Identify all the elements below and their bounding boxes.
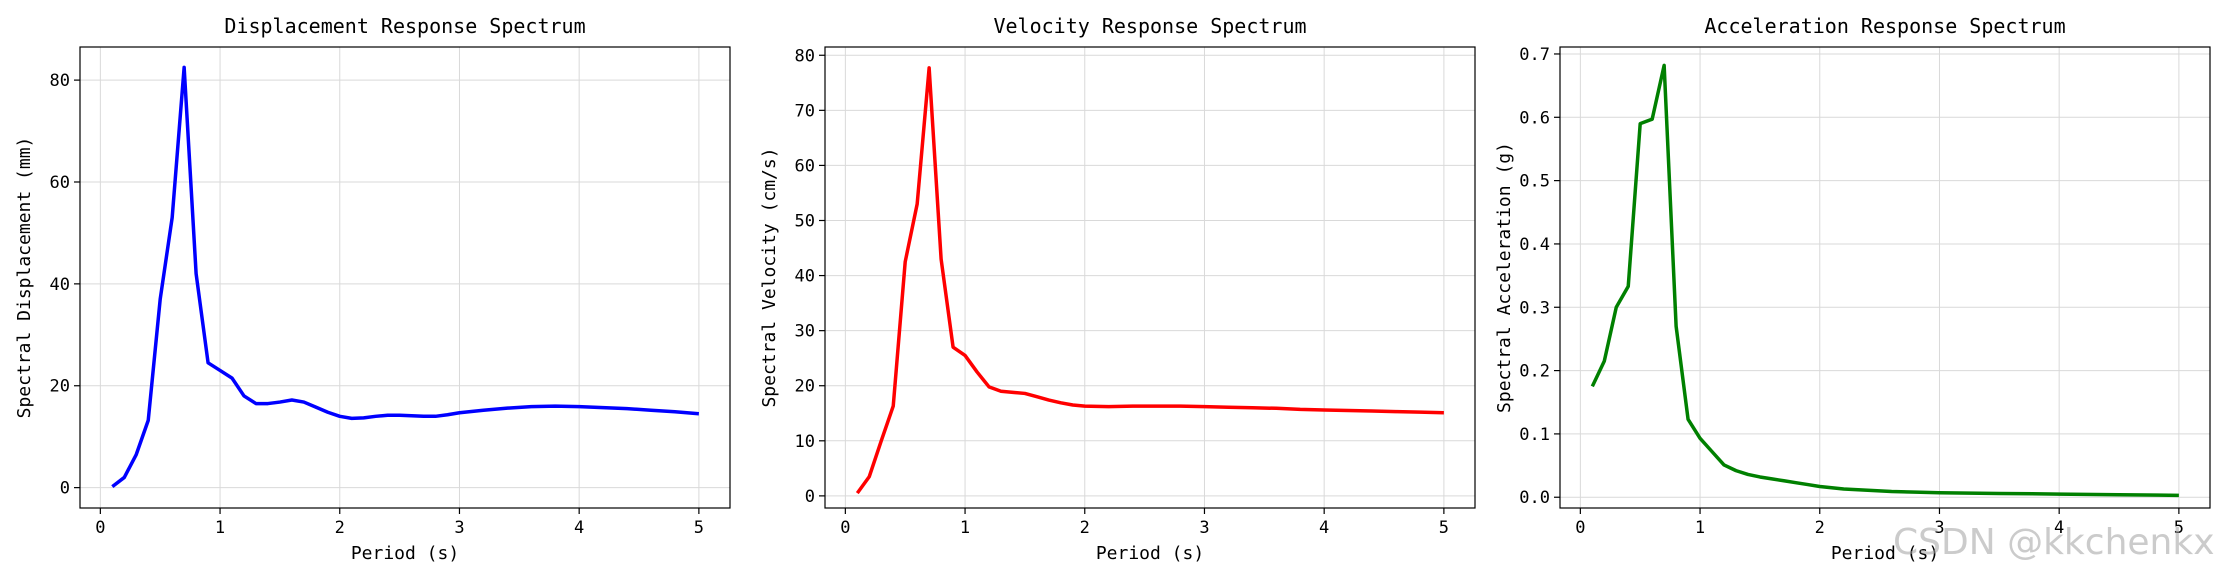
y-tick-label: 40 [50, 275, 70, 295]
y-axis-label: Spectral Displacement (mm) [14, 137, 35, 419]
x-tick-label: 2 [1080, 518, 1090, 538]
watermark: CSDN @kkchenkx [1893, 522, 2215, 563]
series-line-acceleration [1590, 63, 2179, 498]
chart-title: Displacement Response Spectrum [224, 14, 585, 38]
y-tick-label: 30 [795, 322, 815, 342]
x-tick-label: 5 [694, 518, 704, 538]
series-line-velocity [855, 66, 1444, 495]
x-tick-label: 1 [960, 518, 970, 538]
x-tick-label: 2 [1815, 518, 1825, 538]
y-tick-label: 80 [50, 71, 70, 91]
y-axis-label: Spectral Velocity (cm/s) [759, 147, 780, 407]
y-tick-label: 20 [50, 377, 70, 397]
y-tick-label: 60 [50, 173, 70, 193]
x-tick-label: 3 [1934, 518, 1944, 538]
y-tick-label: 0.5 [1519, 172, 1550, 192]
x-axis-label: Period (s) [351, 543, 459, 564]
displacement-chart: 0 1 2 3 4 5 0 20 40 60 80 Displacement Response Spe… [14, 14, 731, 564]
x-axis-label: Period (s) [1096, 543, 1204, 564]
x-tick-label: 3 [454, 518, 464, 538]
y-tick-label: 70 [795, 101, 815, 121]
y-tick-label: 0.2 [1519, 362, 1550, 382]
y-tick-label: 40 [795, 267, 815, 287]
x-tick-label: 5 [2174, 518, 2184, 538]
x-tick-label: 4 [1319, 518, 1329, 538]
x-tick-label: 0 [840, 518, 850, 538]
y-tick-label: 80 [795, 46, 815, 66]
y-tick-label: 20 [795, 377, 815, 397]
y-tick-label: 0.3 [1519, 298, 1550, 318]
acceleration-chart: 0 1 2 3 4 5 0.0 0.1 0.2 0.3 0.4 0.5 0.6 0.7 Accelerati… [1494, 14, 2211, 564]
x-tick-label: 4 [574, 518, 584, 538]
y-tick-label: 0.6 [1519, 108, 1550, 128]
series-line-displacement [111, 65, 700, 488]
x-axis-label: Period (s) [1831, 543, 1939, 564]
y-tick-label: 60 [795, 156, 815, 176]
y-tick-label: 0.1 [1519, 425, 1550, 445]
y-tick-label: 0 [60, 479, 70, 499]
y-axis-label: Spectral Acceleration (g) [1494, 142, 1515, 413]
x-tick-label: 0 [1575, 518, 1585, 538]
y-tick-label: 10 [795, 432, 815, 452]
plot-frame [79, 46, 731, 509]
plot-frame [1559, 46, 2211, 509]
x-tick-label: 3 [1199, 518, 1209, 538]
x-tick-label: 1 [215, 518, 225, 538]
x-tick-label: 5 [1439, 518, 1449, 538]
y-tick-label: 0.0 [1519, 488, 1550, 508]
y-tick-label: 50 [795, 211, 815, 231]
x-tick-label: 2 [335, 518, 345, 538]
chart-title: Velocity Response Spectrum [993, 14, 1306, 38]
y-tick-label: 0.4 [1519, 235, 1550, 255]
y-tick-label: 0 [805, 487, 815, 507]
x-tick-label: 1 [1695, 518, 1705, 538]
x-tick-label: 4 [2054, 518, 2064, 538]
chart-title: Acceleration Response Spectrum [1704, 14, 2065, 38]
x-tick-label: 0 [95, 518, 105, 538]
plot-frame [824, 46, 1476, 509]
y-tick-label: 0.7 [1519, 45, 1550, 65]
